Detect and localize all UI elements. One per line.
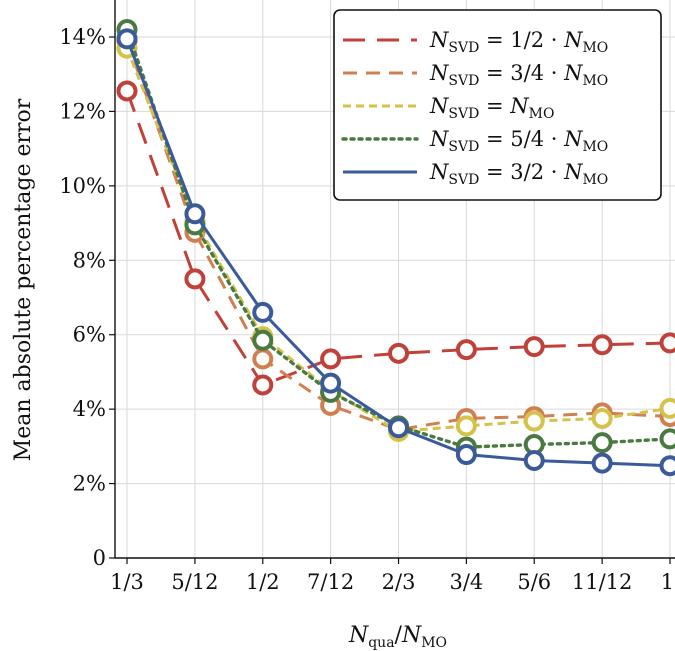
data-point bbox=[252, 329, 274, 351]
y-tick-label: 8% bbox=[73, 248, 106, 272]
data-point bbox=[388, 417, 410, 439]
x-tick-label: 5/6 bbox=[517, 570, 551, 594]
x-tick-label: 1/3 bbox=[110, 570, 144, 594]
data-point bbox=[659, 397, 675, 419]
data-point bbox=[659, 332, 675, 354]
series-layer bbox=[116, 19, 675, 477]
legend-entry: NSVD = 5/4 · NMO bbox=[429, 127, 608, 155]
data-point bbox=[591, 334, 613, 356]
legend-box bbox=[333, 9, 662, 201]
x-tick-label: 2/3 bbox=[382, 570, 416, 594]
x-tick-label: 1/2 bbox=[246, 570, 280, 594]
data-point bbox=[116, 28, 138, 50]
data-point bbox=[184, 268, 206, 290]
data-point bbox=[523, 336, 545, 358]
data-point bbox=[591, 432, 613, 454]
tick-labels: 1/3 5/12 1/2 7/12 2/3 3/4 5/6 11/12 1 0 2% 4% 6% 8% 10… bbox=[59, 25, 674, 594]
legend-entry: NSVD = NMO bbox=[429, 94, 554, 122]
x-tick-label: 7/12 bbox=[307, 570, 354, 594]
y-tick-label: 2% bbox=[73, 472, 106, 496]
x-tick-label: 1 bbox=[661, 570, 674, 594]
y-tick-label: 0 bbox=[93, 546, 106, 570]
legend-entry: NSVD = 3/4 · NMO bbox=[429, 61, 608, 89]
axes bbox=[109, 0, 675, 564]
data-point bbox=[320, 372, 342, 394]
y-tick-label: 4% bbox=[73, 397, 106, 421]
data-point bbox=[184, 203, 206, 225]
y-tick-label: 14% bbox=[59, 25, 106, 49]
data-point bbox=[455, 339, 477, 361]
series-4 bbox=[116, 28, 675, 477]
x-tick-label: 3/4 bbox=[449, 570, 483, 594]
data-point bbox=[455, 415, 477, 437]
data-point bbox=[523, 410, 545, 432]
data-point bbox=[252, 301, 274, 323]
data-point bbox=[388, 342, 410, 364]
x-tick-label: 5/12 bbox=[171, 570, 218, 594]
y-tick-label: 6% bbox=[73, 323, 106, 347]
data-point bbox=[252, 374, 274, 396]
legend-entry: NSVD = 1/2 · NMO bbox=[429, 28, 608, 56]
data-point bbox=[659, 455, 675, 477]
series-line bbox=[125, 90, 671, 387]
data-point bbox=[252, 348, 274, 370]
legend-entry: NSVD = 3/2 · NMO bbox=[429, 160, 608, 188]
data-point bbox=[591, 452, 613, 474]
data-point bbox=[455, 444, 477, 466]
legend: NSVD = 1/2 · NMO NSVD = 3/4 · NMO NSVD = N… bbox=[333, 9, 662, 201]
x-tick-label: 11/12 bbox=[572, 570, 633, 594]
series-0 bbox=[116, 80, 675, 396]
y-tick-label: 12% bbox=[59, 99, 106, 123]
data-point bbox=[116, 80, 138, 102]
x-axis-label: Nqua/NMO bbox=[348, 623, 447, 651]
data-point bbox=[659, 428, 675, 450]
data-point bbox=[591, 407, 613, 429]
data-point bbox=[523, 449, 545, 471]
y-tick-label: 10% bbox=[59, 174, 106, 198]
y-axis-label: Mean absolute percentage error bbox=[11, 98, 36, 461]
series-line bbox=[125, 27, 672, 449]
data-point bbox=[320, 348, 342, 370]
